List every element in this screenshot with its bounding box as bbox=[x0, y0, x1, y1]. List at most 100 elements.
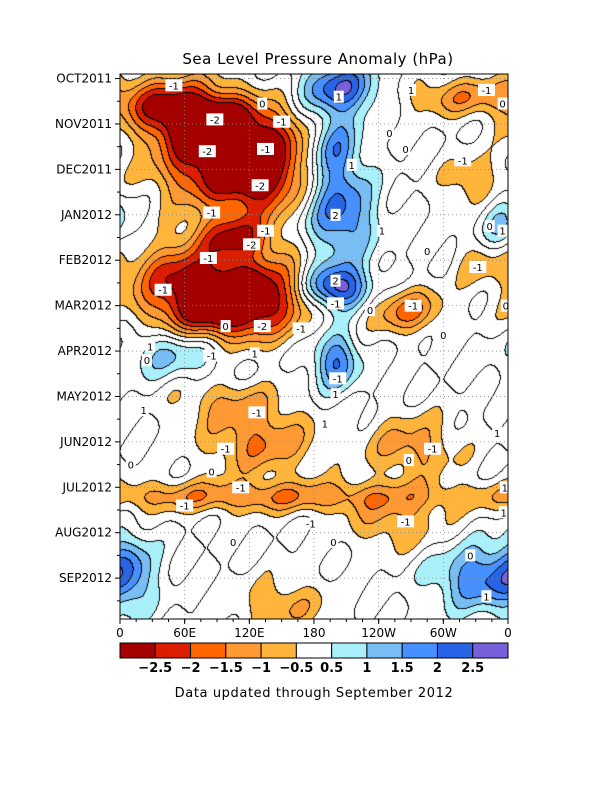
contour-label-box bbox=[481, 590, 492, 603]
contour-label: -1 bbox=[169, 81, 179, 92]
contour-label-box bbox=[499, 481, 510, 494]
contour-label-box bbox=[400, 142, 411, 155]
contour-label: -1 bbox=[221, 445, 231, 456]
contour-label-box bbox=[424, 442, 442, 455]
y-axis: OCT2011 NOV2011 DEC2011 JAN2012 FEB2012 MAR20… bbox=[55, 72, 120, 602]
contour-label: -1 bbox=[252, 408, 262, 419]
contour-label: 0 bbox=[330, 538, 336, 549]
y-tick-label: MAY2012 bbox=[57, 389, 113, 403]
x-tick-label: 120W bbox=[361, 626, 396, 640]
contour-label-box bbox=[206, 113, 224, 126]
y-tick-label: AUG2012 bbox=[55, 526, 112, 540]
contour-label: -1 bbox=[473, 263, 483, 274]
contour-label: 1 bbox=[349, 161, 355, 172]
colorbar-swatch bbox=[436, 642, 474, 659]
contour-label: -2 bbox=[257, 322, 267, 333]
contour-label: -2 bbox=[246, 240, 256, 251]
x-tick-label: 60W bbox=[430, 626, 457, 640]
contour-label: -2 bbox=[210, 115, 220, 126]
contour-label: -1 bbox=[333, 374, 343, 385]
contour-label-box bbox=[376, 224, 387, 237]
colorbar-swatch bbox=[366, 642, 403, 659]
colorbar-swatch bbox=[295, 642, 333, 659]
contour-label: -1 bbox=[207, 209, 217, 220]
y-tick-label: APR2012 bbox=[58, 344, 112, 358]
contour-label: 0 bbox=[208, 467, 214, 478]
contour-label-box bbox=[302, 517, 320, 530]
y-tick-label: JUL2012 bbox=[61, 480, 112, 494]
colorbar-swatch bbox=[472, 642, 509, 659]
contour-label: 0 bbox=[128, 461, 134, 472]
contour-label: -1 bbox=[428, 445, 438, 456]
chart-title: Sea Level Pressure Anomaly (hPa) bbox=[182, 50, 453, 68]
contour-label: 1 bbox=[336, 93, 342, 104]
contour-label: 0 bbox=[486, 222, 492, 233]
contour-label-box bbox=[328, 535, 339, 548]
contour-label: 1 bbox=[141, 406, 147, 417]
colorbar-label: −2 bbox=[181, 661, 201, 676]
y-tick-label: DEC2011 bbox=[56, 162, 112, 176]
contour-label: -1 bbox=[408, 302, 418, 313]
colorbar-swatch bbox=[331, 642, 368, 659]
colorbar-label: −1 bbox=[251, 661, 271, 676]
contour-label: 1 bbox=[322, 420, 328, 431]
colorbar-label: −1.5 bbox=[209, 661, 243, 676]
gridlines bbox=[120, 74, 508, 619]
contour-label: 1 bbox=[494, 429, 500, 440]
contour-label-box bbox=[198, 145, 216, 158]
contour-label: -1 bbox=[277, 118, 287, 129]
contour-label-box bbox=[329, 372, 347, 385]
contour-label-box bbox=[248, 406, 266, 419]
contour-label-box bbox=[199, 251, 217, 264]
contour-label-box bbox=[397, 515, 415, 528]
x-axis: 0 60E 120E 180 120W 60W 0 bbox=[116, 619, 512, 640]
x-tick-label: 180 bbox=[303, 626, 326, 640]
colorbar-swatch bbox=[154, 642, 192, 659]
x-tick-label: 0 bbox=[116, 626, 124, 640]
contour-label: 0 bbox=[230, 538, 236, 549]
colorbar-label: 0.5 bbox=[320, 661, 343, 676]
contour-label-box bbox=[203, 206, 221, 219]
y-tick-label: MAR2012 bbox=[55, 299, 112, 313]
contour-label: -1 bbox=[296, 324, 306, 335]
colorbar-swatch bbox=[119, 642, 156, 659]
contour-label: -1 bbox=[261, 145, 271, 156]
contour-label: -1 bbox=[207, 352, 217, 363]
contour-label-box bbox=[346, 158, 357, 171]
contour-label-box bbox=[165, 79, 183, 92]
colorbar-label: 1 bbox=[362, 661, 371, 676]
contour-label-box bbox=[384, 127, 395, 140]
x-tick-label: 60E bbox=[173, 626, 196, 640]
contour-label: -2 bbox=[202, 147, 212, 158]
contour-label-box bbox=[138, 404, 149, 417]
contour-label: 1 bbox=[252, 349, 258, 360]
contour-label: 0 bbox=[259, 100, 265, 111]
colorbar-label: 2 bbox=[433, 661, 442, 676]
y-tick-label: SEP2012 bbox=[59, 571, 112, 585]
contour-label: 1 bbox=[501, 508, 507, 519]
contour-label-box bbox=[498, 506, 509, 519]
colorbar: −2.5 −2 −1.5 −1 −0.5 0.5 1 1.5 2 2.5 bbox=[119, 642, 509, 676]
contour-label: 0 bbox=[499, 100, 505, 111]
contour-label-box bbox=[465, 549, 476, 562]
contour-label: 1 bbox=[499, 227, 505, 238]
contour-label-box bbox=[257, 224, 274, 237]
contour-label: -1 bbox=[458, 156, 468, 167]
contour-label: 1 bbox=[332, 390, 338, 401]
contour-label: 1 bbox=[483, 592, 489, 603]
contour-label-box bbox=[232, 481, 250, 494]
contour-label-box bbox=[217, 442, 235, 455]
contour-label-box bbox=[406, 83, 416, 96]
contour-label-box bbox=[330, 208, 341, 221]
contour-label-box bbox=[251, 179, 269, 192]
contour-label-box bbox=[141, 354, 152, 367]
contour-label-box bbox=[220, 320, 231, 333]
contour-label-box bbox=[492, 426, 503, 439]
y-tick-label: OCT2011 bbox=[56, 72, 112, 86]
contour-label-box bbox=[253, 320, 271, 333]
colorbar-swatch bbox=[401, 642, 438, 659]
contour-label-box bbox=[176, 499, 194, 512]
contour-label: -1 bbox=[236, 483, 246, 494]
contour-label-box bbox=[497, 97, 508, 110]
contour-label-box bbox=[327, 297, 345, 310]
